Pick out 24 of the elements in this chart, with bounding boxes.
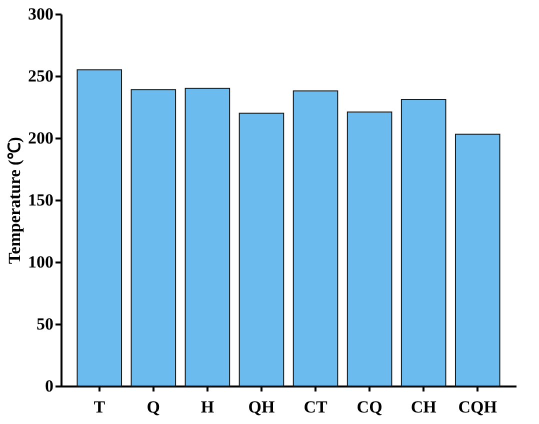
- bar: [238, 112, 284, 386]
- bar: [346, 111, 392, 386]
- bar: [292, 90, 338, 386]
- bar: [454, 134, 500, 386]
- x-tick-label: H: [200, 398, 214, 416]
- x-tick-label: CT: [304, 398, 328, 416]
- x-tick-label: CQ: [356, 398, 382, 416]
- x-tick-label: CQH: [458, 398, 497, 416]
- bar: [130, 89, 176, 386]
- bar: [76, 69, 122, 386]
- y-tick-label: 50: [36, 314, 54, 334]
- x-tick-label: T: [94, 398, 106, 416]
- y-tick-label: 150: [28, 190, 54, 210]
- y-tick-label: 100: [28, 252, 54, 272]
- bar: [184, 88, 230, 386]
- x-tick-label: QH: [248, 398, 275, 416]
- bar: [400, 99, 446, 386]
- y-tick-label: 0: [45, 376, 54, 396]
- x-tick-label: CH: [410, 398, 436, 416]
- y-tick-label: 300: [28, 4, 54, 24]
- y-axis-title: Temperature (℃): [5, 136, 24, 264]
- y-tick-label: 250: [28, 66, 54, 86]
- y-tick-label: 200: [28, 128, 54, 148]
- x-tick-label: Q: [146, 398, 160, 416]
